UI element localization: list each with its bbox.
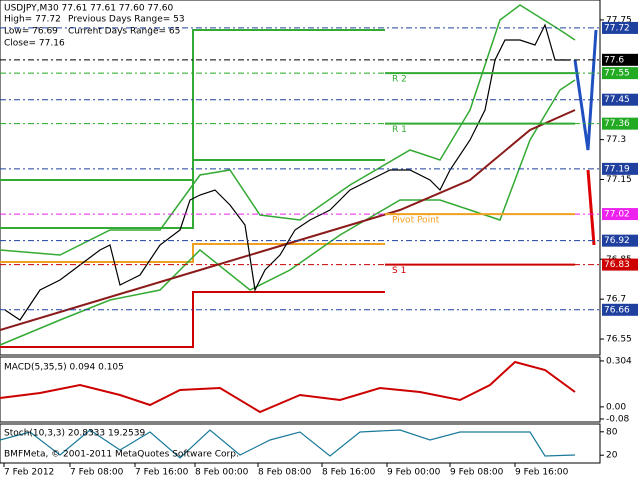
price-tick-label: 76.7 (606, 295, 626, 305)
time-label: 9 Feb 00:00 (387, 468, 441, 478)
low: Low= 76.69 (4, 27, 58, 37)
pivot-level-label: R 2 (392, 75, 407, 85)
price-tick-label: 77.15 (606, 175, 632, 185)
price-marker-label: 77.36 (604, 119, 630, 129)
time-label: 9 Feb 16:00 (515, 468, 569, 478)
price-tick-label: 77.3 (606, 135, 626, 145)
price-marker-label: 76.83 (604, 260, 630, 270)
symbol-line: USDJPY,M30 77.61 77.61 77.60 77.60 (4, 4, 173, 14)
time-label: 9 Feb 08:00 (450, 468, 504, 478)
forecast-red (586, 169, 596, 246)
price-marker-box (602, 234, 638, 247)
price-marker-box (602, 117, 638, 130)
stoch-tick-label: 80 (606, 427, 618, 437)
pivot-level-label: S 1 (392, 266, 406, 276)
pivot-level-label: R 1 (392, 125, 407, 135)
time-label: 8 Feb 08:00 (258, 468, 312, 478)
price-marker-box (602, 303, 638, 316)
price-marker-box (602, 67, 638, 80)
stoch-tick-label: 20 (606, 451, 618, 461)
stoch-panel (0, 423, 601, 464)
macd-label: MACD(5,35,5) 0.094 0.105 (4, 363, 124, 373)
price-tick-label: 77.75 (606, 15, 632, 25)
price-marker-box (602, 53, 638, 66)
bands (0, 4, 576, 346)
cur-range: Current Days Range= 65 (68, 27, 180, 37)
time-label: 8 Feb 16:00 (322, 468, 376, 478)
time-label: 7 Feb 16:00 (135, 468, 189, 478)
time-label: 8 Feb 00:00 (195, 468, 249, 478)
price-marker-box (602, 93, 638, 106)
price-marker-box (602, 258, 638, 271)
price-tick-label: 76.55 (606, 335, 632, 345)
time-label: 7 Feb 2012 (4, 468, 54, 478)
price-marker-box (602, 162, 638, 175)
price-panel (0, 0, 601, 356)
footer: BMFMeta, © 2001-2011 MetaQuotes Software… (4, 450, 239, 460)
price-marker-label: 77.6 (604, 55, 624, 65)
price-marker-label: 76.92 (604, 236, 630, 246)
high: High= 77.72 (4, 15, 61, 25)
stoch-line (0, 429, 576, 459)
pivot-level-label: Pivot Point (392, 216, 440, 226)
macd-tick-label: -0.08 (606, 414, 630, 424)
stoch-label: Stoch(10,3,3) 20.8333 19.2539 (4, 429, 145, 439)
prev-range: Previous Days Range= 53 (68, 15, 185, 25)
moving-average (0, 109, 576, 331)
close: Close= 77.16 (4, 39, 65, 49)
time-label: 7 Feb 08:00 (70, 468, 124, 478)
price-marker-label: 77.55 (604, 69, 630, 79)
price-marker-box (602, 21, 638, 34)
macd-tick-label: 0.304 (606, 356, 632, 366)
macd-signal (0, 360, 576, 414)
price-marker-label: 77.45 (604, 95, 630, 105)
price-line (4, 23, 570, 321)
price-marker-label: 77.19 (604, 164, 630, 174)
price-marker-label: 77.72 (604, 23, 630, 33)
macd-tick-label: 0.00 (606, 402, 626, 412)
price-marker-label: 76.66 (604, 305, 630, 315)
forecast-blue (573, 29, 598, 151)
price-marker-box (602, 208, 638, 221)
price-marker-label: 77.02 (604, 210, 630, 220)
